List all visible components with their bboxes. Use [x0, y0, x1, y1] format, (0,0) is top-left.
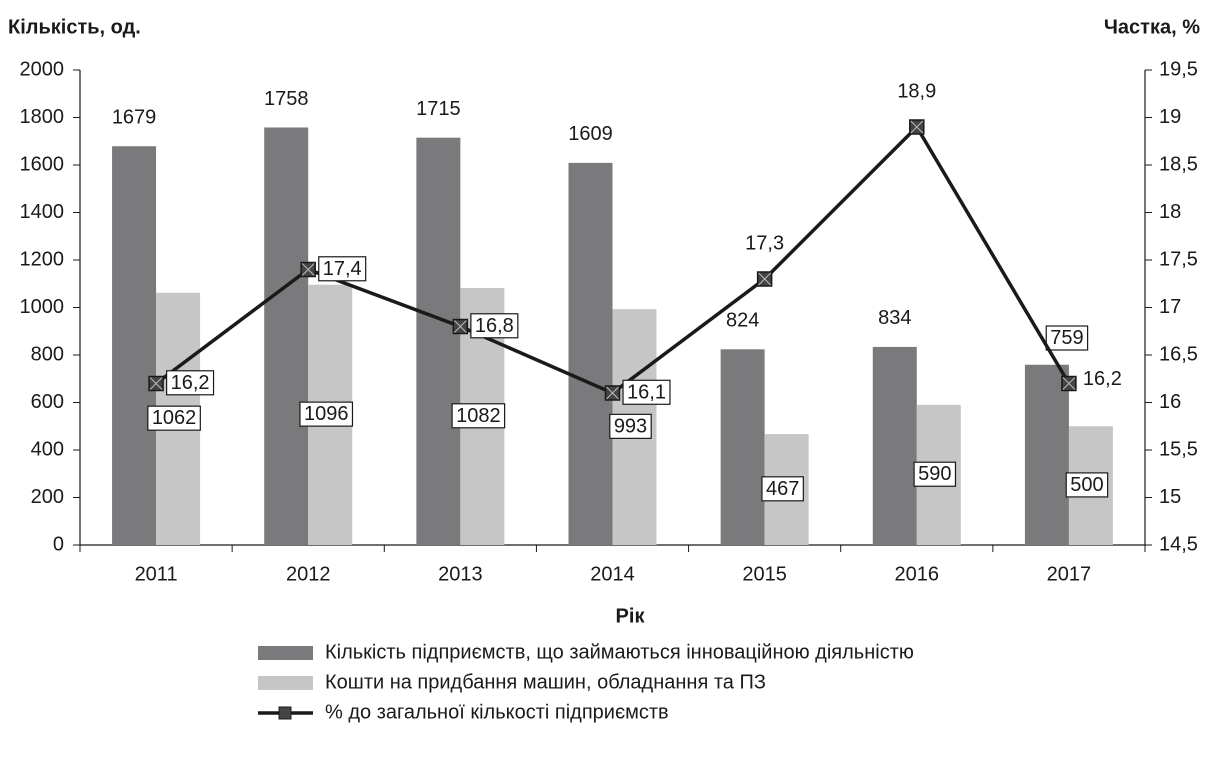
- x-tick-label: 2011: [135, 563, 178, 585]
- line-marker-cross: [1062, 377, 1076, 390]
- x-tick-label: 2015: [742, 563, 787, 585]
- y2-tick-label: 19: [1159, 106, 1181, 128]
- legend-label: Кількість підприємств, що займаються інн…: [325, 641, 914, 663]
- legend-label: Кошти на придбання машин, обладнання та …: [325, 671, 766, 693]
- bar-value-label-box: [761, 476, 804, 502]
- legend-swatch: [258, 676, 313, 690]
- line-marker-cross: [758, 272, 771, 286]
- line-marker-cross: [454, 320, 467, 333]
- y2-tick-label: 18,5: [1159, 153, 1198, 175]
- y-tick-label: 400: [31, 438, 64, 460]
- x-tick-label: 2017: [1047, 563, 1092, 585]
- bar-value-label: 1096: [304, 403, 349, 425]
- bar: [112, 146, 157, 546]
- bar: [416, 137, 461, 545]
- line-value-label-box: [318, 256, 367, 282]
- y-tick-label: 200: [31, 486, 64, 508]
- y-tick-label: 600: [31, 391, 64, 413]
- line-value-label: 17,3: [745, 232, 784, 254]
- line-marker-cross: [301, 263, 315, 276]
- line-value-label: 16,1: [627, 381, 666, 403]
- bar-value-label-box: [299, 401, 354, 427]
- legend-swatch: [258, 646, 313, 660]
- line-value-label-box: [622, 379, 671, 405]
- y-tick-label: 800: [31, 343, 64, 365]
- bar: [872, 346, 917, 545]
- bar-value-label: 759: [1050, 327, 1083, 349]
- bar-value-label: 1062: [152, 407, 197, 429]
- line-value-label-box: [470, 313, 519, 339]
- bar: [720, 349, 765, 545]
- bar-value-label-box: [451, 403, 506, 429]
- bar-value-label: 824: [726, 310, 759, 332]
- y2-axis-title: Частка, %: [1104, 16, 1200, 38]
- bar-value-label: 1679: [112, 107, 157, 129]
- line-value-label: 16,8: [475, 315, 514, 337]
- y-tick-label: 1000: [20, 296, 65, 318]
- legend-marker: [278, 706, 292, 720]
- x-tick-label: 2013: [438, 563, 483, 585]
- bar-value-label-box: [1065, 472, 1109, 498]
- x-tick-label: 2014: [590, 563, 635, 585]
- bar-value-label: 467: [766, 478, 799, 500]
- y-tick-label: 1400: [20, 201, 65, 223]
- line-value-label: 18,9: [897, 80, 936, 102]
- bar-value-label-box: [147, 405, 201, 431]
- y2-tick-label: 17: [1159, 296, 1181, 318]
- bar-value-label: 500: [1070, 474, 1103, 496]
- y2-tick-label: 17,5: [1159, 248, 1198, 270]
- bar: [1024, 364, 1069, 545]
- line-marker-cross: [606, 386, 619, 400]
- line-value-label-box: [166, 370, 215, 396]
- y-tick-label: 1200: [20, 248, 65, 270]
- y-axis-title: Кількість, од.: [8, 16, 141, 38]
- y2-tick-label: 14,5: [1159, 533, 1198, 555]
- y2-tick-label: 15,5: [1159, 438, 1198, 460]
- x-tick-label: 2012: [286, 563, 331, 585]
- bar-value-label: 590: [918, 463, 951, 485]
- line-value-label: 16,2: [171, 372, 210, 394]
- y-tick-label: 1600: [20, 153, 65, 175]
- bar-value-label: 1758: [264, 88, 309, 110]
- line-marker-cross: [149, 377, 163, 390]
- y2-tick-label: 18: [1159, 201, 1181, 223]
- bar: [568, 162, 613, 546]
- bar-value-label-box: [609, 413, 652, 439]
- line-value-label: 16,2: [1083, 368, 1122, 390]
- bar-value-label: 1609: [568, 123, 613, 145]
- x-axis-title: Рік: [616, 605, 646, 627]
- y2-tick-label: 16: [1159, 391, 1181, 413]
- y-tick-label: 1800: [20, 106, 65, 128]
- bar-value-label: 1082: [456, 405, 501, 427]
- bar-value-label: 1715: [416, 98, 461, 120]
- line-value-label: 17,4: [323, 258, 362, 280]
- bar-value-label-box: [1045, 325, 1089, 351]
- bar-value-label-box: [913, 461, 957, 487]
- bar-value-label: 834: [878, 307, 911, 329]
- y-tick-label: 2000: [20, 58, 65, 80]
- bar-value-label: 993: [614, 415, 647, 437]
- y2-tick-label: 19,5: [1159, 58, 1198, 80]
- legend-label: % до загальної кількості підприємств: [325, 701, 669, 723]
- line-marker-cross: [910, 120, 924, 134]
- y2-tick-label: 16,5: [1159, 343, 1198, 365]
- y2-tick-label: 15: [1159, 486, 1181, 508]
- y-tick-label: 0: [53, 533, 64, 555]
- x-tick-label: 2016: [895, 563, 940, 585]
- bar: [264, 127, 309, 545]
